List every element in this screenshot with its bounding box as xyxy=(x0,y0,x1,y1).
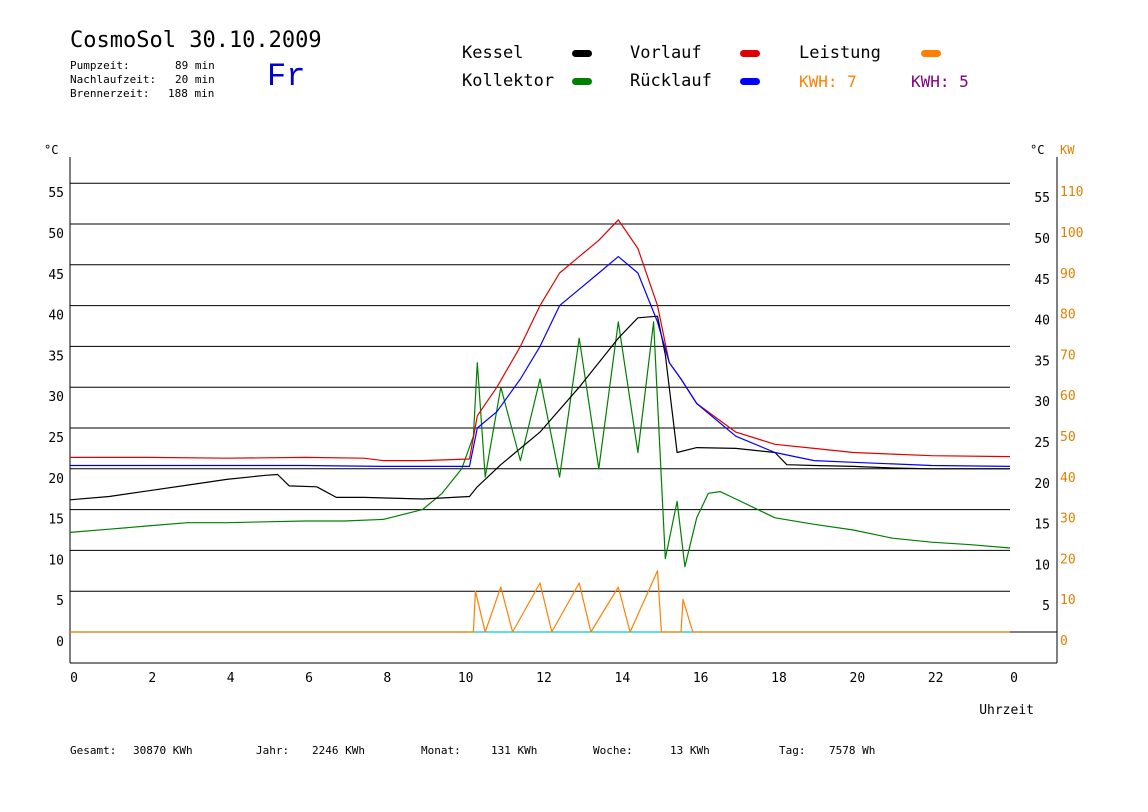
stat-nachlaufzeit-value: 20 min xyxy=(175,73,215,86)
legend-ruecklauf-swatch xyxy=(740,78,760,85)
stat-pumpzeit-value: 89 min xyxy=(175,59,215,72)
stat-nachlaufzeit-label: Nachlaufzeit: xyxy=(70,73,157,86)
power-tick-label: 20 xyxy=(1060,552,1076,567)
y-tick-label-right: 15 xyxy=(1034,518,1050,533)
y-axis-unit-right: °C xyxy=(1030,143,1044,157)
power-tick-label: 10 xyxy=(1060,593,1076,608)
legend-vorlauf-label: Vorlauf xyxy=(630,43,702,63)
y-tick-label-left: 35 xyxy=(48,349,64,364)
x-tick-label: 0 xyxy=(70,671,78,686)
footer-woche-value: 13 KWh xyxy=(670,744,710,757)
weekday-label: Fr xyxy=(267,58,306,95)
power-tick-label: 60 xyxy=(1060,389,1076,404)
x-tick-label: 18 xyxy=(771,671,787,686)
y-tick-label-left: 10 xyxy=(48,553,64,568)
x-tick-label: 8 xyxy=(383,671,391,686)
y-tick-label-right: 35 xyxy=(1034,354,1050,369)
y-tick-label-right: 5 xyxy=(1042,599,1050,614)
x-tick-label: 4 xyxy=(227,671,235,686)
stat-brennerzeit-value: 188 min xyxy=(168,87,215,100)
kwh-secondary-label: KWH: 5 xyxy=(911,72,969,91)
y-tick-label-left: 20 xyxy=(48,472,64,487)
series-line-leistung xyxy=(70,570,1010,633)
footer-gesamt-label: Gesamt: xyxy=(70,744,117,757)
power-axis-unit: KW xyxy=(1060,143,1075,157)
stat-pumpzeit-label: Pumpzeit: xyxy=(70,59,130,72)
x-axis-label: Uhrzeit xyxy=(979,703,1034,718)
x-tick-label: 16 xyxy=(693,671,709,686)
series-line-vorlauf xyxy=(70,219,1011,462)
x-tick-label: 14 xyxy=(615,671,631,686)
footer-tag-value: 7578 Wh xyxy=(829,744,876,757)
footer-tag-label: Tag: xyxy=(779,744,806,757)
legend-ruecklauf-label: Rücklauf xyxy=(630,71,712,91)
footer-jahr-label: Jahr: xyxy=(256,744,290,757)
power-tick-label: 80 xyxy=(1060,308,1076,323)
y-tick-label-left: 55 xyxy=(48,186,64,201)
y-tick-label-left: 15 xyxy=(48,513,64,528)
y-tick-label-right: 30 xyxy=(1034,395,1050,410)
legend-kollektor-swatch xyxy=(572,78,592,85)
x-tick-label: 22 xyxy=(928,671,944,686)
y-tick-label-right: 20 xyxy=(1034,477,1050,492)
footer-gesamt-value: 30870 KWh xyxy=(133,744,193,757)
y-tick-label-left: 25 xyxy=(48,431,64,446)
footer-monat-label: Monat: xyxy=(421,744,461,757)
y-axis-unit-left: °C xyxy=(44,143,58,157)
legend-kessel-swatch xyxy=(572,50,592,57)
y-tick-label-right: 10 xyxy=(1034,558,1050,573)
y-tick-label-left: 30 xyxy=(48,390,64,405)
x-tick-label: 2 xyxy=(148,671,156,686)
power-tick-label: 50 xyxy=(1060,430,1076,445)
power-tick-label: 40 xyxy=(1060,471,1076,486)
chart-title: CosmoSol 30.10.2009 xyxy=(70,28,322,53)
kwh-leistung-label: KWH: 7 xyxy=(799,72,857,91)
series-line-kessel xyxy=(69,315,1010,501)
y-tick-label-right: 40 xyxy=(1034,314,1050,329)
series-line-kollektor xyxy=(69,321,1011,568)
y-tick-label-right: 55 xyxy=(1034,191,1050,206)
y-tick-label-left: 0 xyxy=(56,635,64,650)
legend-leistung-label: Leistung xyxy=(799,43,881,63)
legend-kollektor-label: Kollektor xyxy=(462,71,555,91)
y-tick-label-right: 45 xyxy=(1034,273,1050,288)
footer-woche-label: Woche: xyxy=(593,744,633,757)
x-tick-label: 20 xyxy=(850,671,866,686)
x-tick-label: 6 xyxy=(305,671,313,686)
footer-jahr-value: 2246 KWh xyxy=(312,744,365,757)
x-tick-label: 0 xyxy=(1010,671,1018,686)
y-tick-label-left: 40 xyxy=(48,309,64,324)
power-tick-label: 100 xyxy=(1060,226,1083,241)
y-tick-label-left: 5 xyxy=(56,594,64,609)
power-tick-label: 110 xyxy=(1060,185,1083,200)
x-tick-label: 12 xyxy=(536,671,552,686)
y-tick-label-left: 50 xyxy=(48,227,64,242)
legend-leistung-swatch xyxy=(921,50,941,57)
stat-brennerzeit-label: Brennerzeit: xyxy=(70,87,150,100)
y-tick-label-right: 25 xyxy=(1034,436,1050,451)
footer-monat-value: 131 KWh xyxy=(491,744,538,757)
series-line-ruecklauf xyxy=(70,256,1011,467)
power-tick-label: 70 xyxy=(1060,348,1076,363)
power-tick-label: 0 xyxy=(1060,634,1068,649)
legend-kessel-label: Kessel xyxy=(462,43,524,63)
legend-vorlauf-swatch xyxy=(740,50,760,57)
y-tick-label-right: 50 xyxy=(1034,232,1050,247)
y-tick-label-left: 45 xyxy=(48,268,64,283)
x-tick-label: 10 xyxy=(458,671,474,686)
power-tick-label: 90 xyxy=(1060,267,1076,282)
power-tick-label: 30 xyxy=(1060,512,1076,527)
